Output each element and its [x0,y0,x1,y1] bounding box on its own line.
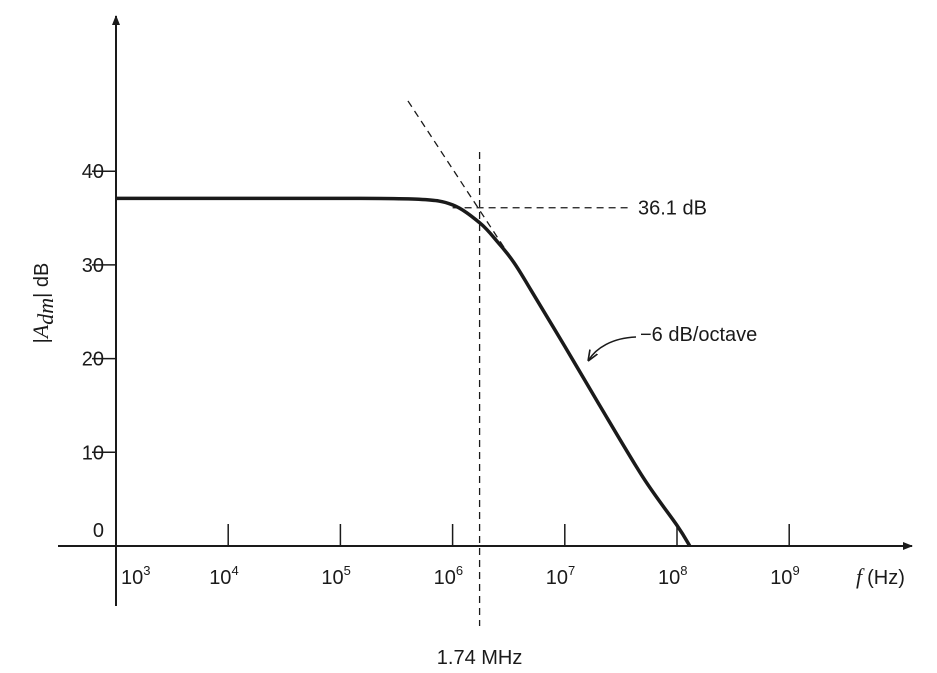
x-tick-label: 109 [770,563,799,589]
level-annotation: 36.1 dB [638,198,707,220]
y-tick-label: 20 [82,349,104,371]
x-tick-label-base: 10 [121,567,143,589]
corner-frequency-annotation: 1.74 MHz [437,647,523,669]
y-axis-label-symbol: A [28,324,53,340]
x-tick-label-exponent: 6 [456,563,463,578]
x-tick-label: 103 [121,563,150,589]
slope-annotation: −6 dB/octave [640,324,757,346]
y-axis-ticks: 0 10 20 30 40 [82,161,116,542]
y-axis-label-subscript: dm [33,298,58,325]
x-axis-ticks: 103 104 105 106 107 108 109 [121,524,800,589]
y-axis-label: |Adm| dB [28,263,58,344]
x-tick-label-exponent: 7 [568,563,575,578]
x-tick-label-base: 10 [209,567,231,589]
asymptote-dashed-line [407,100,515,263]
x-tick-label-base: 10 [546,567,568,589]
x-tick-label: 106 [434,563,463,589]
x-tick-label-base: 10 [770,567,792,589]
x-tick-label-exponent: 8 [680,563,687,578]
x-tick-label-base: 10 [321,567,343,589]
x-tick-label: 107 [546,563,575,589]
slope-annotation-arrow [589,336,637,360]
y-tick-label: 0 [93,520,104,542]
x-axis-label: f (Hz) [856,564,905,589]
y-axis-label-prefix: | [31,338,53,343]
x-tick-label-exponent: 3 [143,563,150,578]
x-tick-label: 108 [658,563,687,589]
y-tick-label: 10 [82,442,104,464]
x-axis-label-symbol: f [856,564,865,589]
x-tick-label-exponent: 5 [344,563,351,578]
x-tick-label-exponent: 9 [792,563,799,578]
x-axis-label-unit: (Hz) [867,567,905,589]
x-tick-label-base: 10 [658,567,680,589]
x-tick-label: 105 [321,563,350,589]
y-tick-label: 40 [82,161,104,183]
x-tick-label: 104 [209,563,238,589]
response-curve [116,196,692,547]
x-tick-label-base: 10 [434,567,456,589]
y-tick-label: 30 [82,255,104,277]
y-axis-label-suffix: | dB [31,263,53,298]
x-tick-label-exponent: 4 [231,563,238,578]
